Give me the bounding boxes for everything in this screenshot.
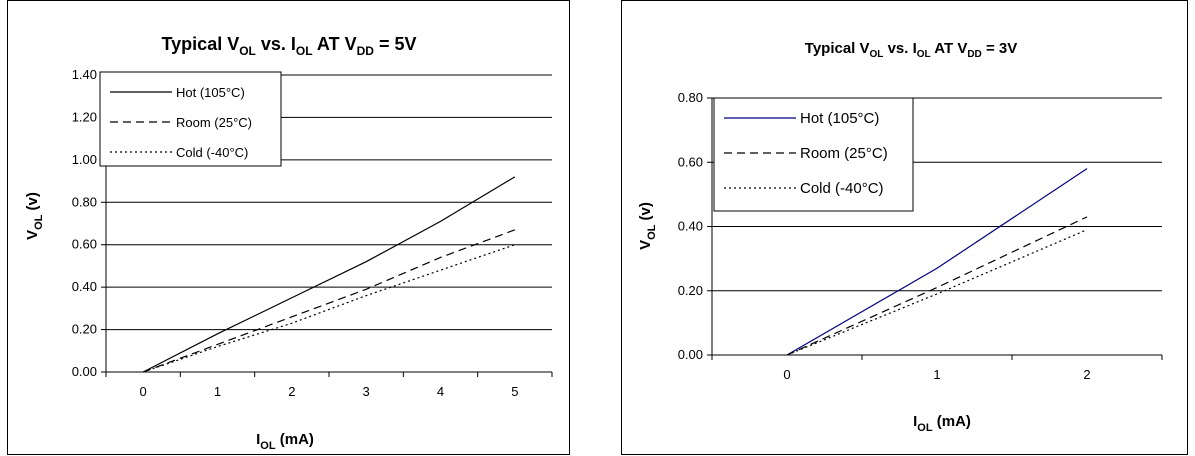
y-tick-label: 1.00 [72,152,97,167]
series-line [142,176,516,373]
legend: Hot (105°C) Room (25°C) Cold (-40°C) [99,71,282,167]
y-tick-label: 0.20 [678,283,703,298]
x-axis-title: IOL (mA) [256,431,314,452]
chart-panel-3v: Typical VOL vs. IOL AT VDD = 3V IOL (mA)… [621,0,1188,455]
x-axis-title: IOL (mA) [913,413,971,434]
x-tick-label: 4 [437,384,444,399]
legend-label: Room (25°C) [800,145,888,162]
y-tick-label: 0.20 [72,322,97,337]
series-line [786,216,1088,356]
y-tick-label: 1.40 [72,67,97,82]
y-tick-label: 0.40 [678,219,703,234]
legend-box [99,71,282,167]
chart-3v: Typical VOL vs. IOL AT VDD = 3V IOL (mA)… [637,40,1163,434]
chart-title: Typical VOL vs. IOL AT VDD = 3V [805,40,1017,60]
legend: Hot (105°C) Room (25°C) Cold (-40°C) [713,97,914,212]
y-tick-label: 0.80 [72,194,97,209]
series-line [786,168,1088,356]
chart-title: Typical VOL vs. IOL AT VDD = 5V [162,34,417,58]
x-tick-label: 1 [933,367,940,382]
y-tick-label: 0.60 [72,237,97,252]
legend-label: Room (25°C) [176,115,252,130]
y-axis-title: VOL (v) [637,202,658,250]
y-tick-label: 0.80 [678,90,703,105]
legend-label: Cold (-40°C) [800,180,884,197]
y-tick-label: 0.40 [72,279,97,294]
x-tick-label: 1 [214,384,221,399]
x-tick-label: 2 [288,384,295,399]
chart-5v: Typical VOL vs. IOL AT VDD = 5V IOL (mA)… [24,34,553,452]
x-tick-label: 3 [363,384,370,399]
y-tick-label: 1.20 [72,109,97,124]
series-line [786,229,1088,356]
series-line [142,229,516,373]
y-tick-label: 0.60 [678,154,703,169]
x-tick-label: 0 [140,384,147,399]
x-tick-label: 2 [1083,367,1090,382]
y-tick-label: 0.00 [678,347,703,362]
series-line [142,244,516,373]
plot-area: 0.00 0.20 0.40 0.60 0.80 1.00 1.20 1.40 0 1 2 3 4 5 [72,67,553,399]
y-axis-title: VOL (v) [24,192,45,240]
legend-label: Cold (-40°C) [176,145,248,160]
x-tick-label: 0 [783,367,790,382]
x-tick-label: 5 [511,384,518,399]
chart-panel-5v: Typical VOL vs. IOL AT VDD = 5V IOL (mA)… [7,0,570,455]
legend-box [713,97,914,212]
legend-label: Hot (105°C) [800,110,879,127]
y-tick-label: 0.00 [72,364,97,379]
legend-label: Hot (105°C) [176,85,245,100]
